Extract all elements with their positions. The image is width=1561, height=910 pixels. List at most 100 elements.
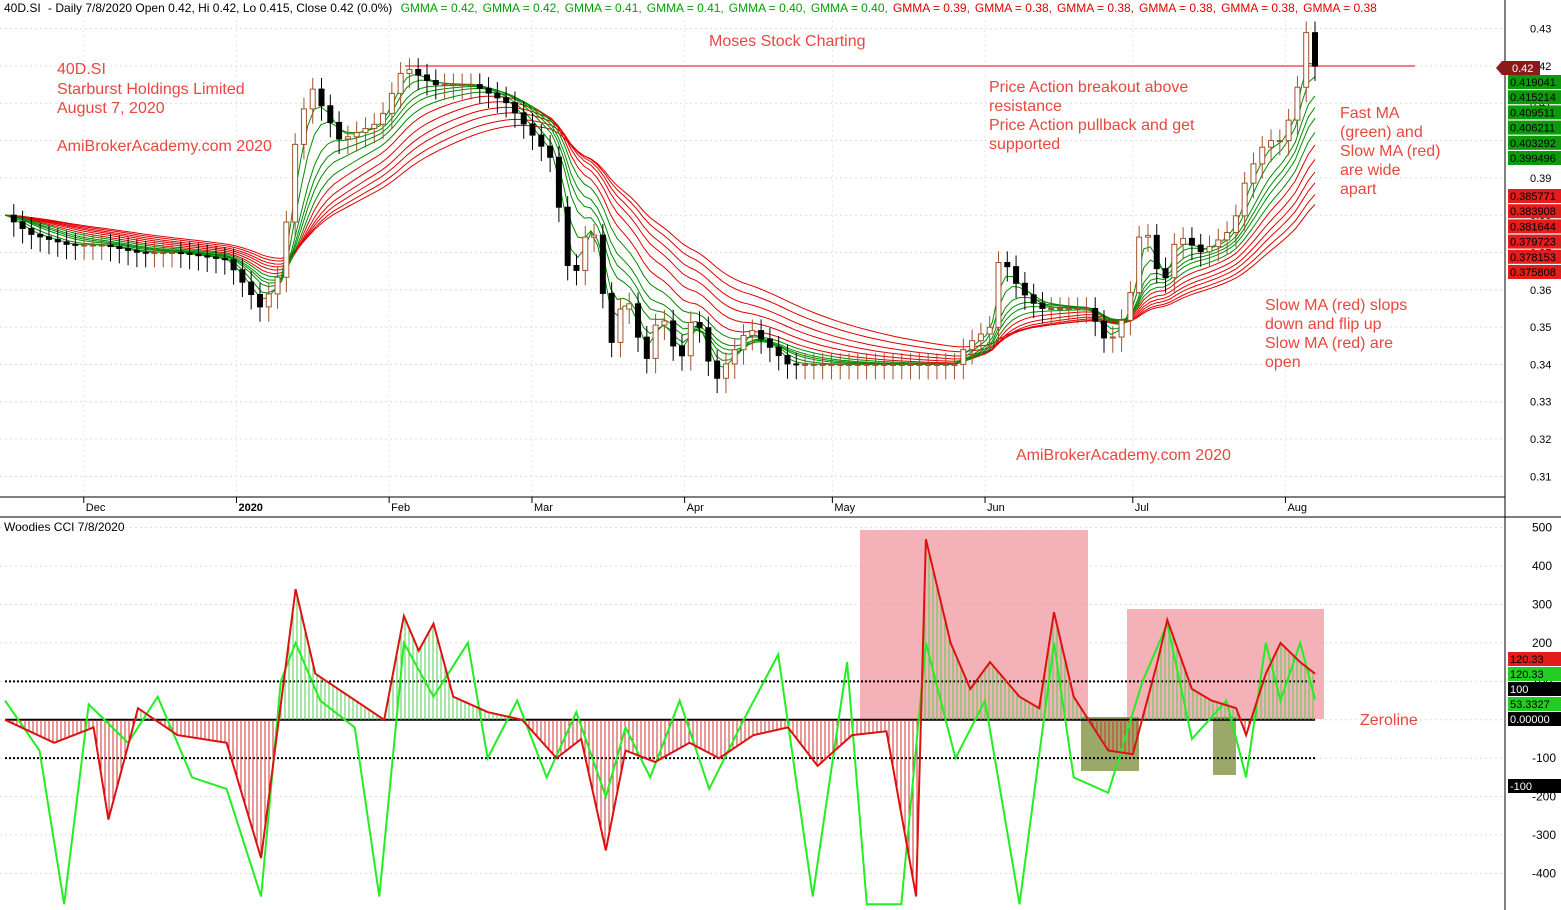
cci-tick-label: -300 bbox=[1532, 828, 1556, 842]
price-tick-label: 0.33 bbox=[1530, 397, 1551, 409]
candle-body bbox=[283, 221, 290, 278]
value-tags: 0.42 0.419041 0.415214 0.409511 0.406211 0.40… bbox=[1496, 61, 1561, 793]
candle-body bbox=[775, 346, 782, 357]
candle-body bbox=[1232, 215, 1239, 233]
candle-body bbox=[503, 97, 510, 104]
candle-body bbox=[1100, 320, 1107, 339]
candle-body bbox=[1180, 237, 1187, 245]
candle-body bbox=[1004, 262, 1011, 268]
candle-body bbox=[1092, 307, 1099, 322]
date-tick-label: 2020 bbox=[238, 502, 262, 514]
candle-body bbox=[160, 252, 167, 254]
candle-body bbox=[45, 236, 52, 240]
candle-body bbox=[1153, 234, 1160, 270]
candle-body bbox=[863, 363, 870, 366]
cci-zero-tag-bg bbox=[1508, 712, 1561, 726]
candle-body bbox=[1197, 244, 1204, 253]
header-gmma-3: GMMA = 0.41, bbox=[647, 1, 724, 15]
cci-tick-label: -100 bbox=[1532, 751, 1556, 765]
candle-body bbox=[749, 330, 756, 336]
candle-body bbox=[485, 87, 492, 94]
cci-upper-tag-bg bbox=[1508, 682, 1561, 696]
slow-ma-tag: 0.378153 bbox=[1510, 252, 1556, 264]
candle-body bbox=[230, 259, 237, 271]
fast-ma-3: Slow MA (red) bbox=[1340, 143, 1440, 160]
candle-body bbox=[564, 206, 571, 266]
candle-body bbox=[274, 276, 281, 295]
candle-body bbox=[1030, 294, 1037, 304]
candle-body bbox=[1048, 307, 1055, 310]
candle-body bbox=[98, 244, 105, 247]
close-tag: 0.42 bbox=[1512, 63, 1533, 75]
candle-body bbox=[969, 340, 976, 351]
candle-body bbox=[881, 363, 888, 366]
cci-lower-tag: -100 bbox=[1510, 781, 1532, 793]
candle-body bbox=[995, 262, 1002, 328]
candle-body bbox=[846, 363, 853, 366]
fast-ma-5: apart bbox=[1340, 181, 1377, 198]
slow-ma-tag: 0.385771 bbox=[1510, 191, 1556, 203]
candle-body bbox=[424, 74, 431, 82]
price-tick-label: 0.31 bbox=[1530, 471, 1551, 483]
slow-ma-tag: 0.375808 bbox=[1510, 267, 1556, 279]
cci-header: Woodies CCI 7/8/2020 bbox=[4, 520, 125, 534]
turbo-value-tag: 53.3327 bbox=[1510, 699, 1550, 711]
candle-body bbox=[1074, 307, 1081, 310]
slow-ma-tag-bg bbox=[1508, 234, 1561, 249]
date-tick-label: Jun bbox=[987, 502, 1005, 514]
candle-body bbox=[327, 105, 334, 123]
header-gmma-1: GMMA = 0.42, bbox=[483, 1, 560, 15]
candle-body bbox=[617, 308, 624, 343]
cci-zero-tag: 0.00000 bbox=[1510, 714, 1550, 726]
candle-body bbox=[300, 108, 307, 145]
candle-body bbox=[828, 363, 835, 366]
candle-body bbox=[819, 363, 826, 366]
header-gmma-4: GMMA = 0.40, bbox=[729, 1, 806, 15]
candle-body bbox=[72, 243, 79, 246]
cci-lines bbox=[4, 538, 1316, 906]
candle-body bbox=[898, 363, 905, 366]
candle-body bbox=[1171, 243, 1178, 279]
candle-body bbox=[1241, 182, 1248, 217]
candle-body bbox=[529, 123, 536, 136]
candle-body bbox=[608, 292, 615, 343]
header-gmma-5: GMMA = 0.40, bbox=[811, 1, 888, 15]
candle-body bbox=[942, 363, 949, 366]
candle-body bbox=[1206, 246, 1213, 253]
candle-body bbox=[696, 321, 703, 329]
candle-body bbox=[1039, 302, 1046, 309]
fast-ma-tag: 0.399496 bbox=[1510, 153, 1556, 165]
candle-body bbox=[309, 88, 316, 110]
candle-body bbox=[872, 363, 879, 366]
turbo-value-tag-bg bbox=[1508, 697, 1561, 711]
candle-body bbox=[133, 249, 140, 253]
candle-body bbox=[1259, 146, 1266, 165]
candle-body bbox=[406, 68, 413, 74]
candle-body bbox=[1127, 292, 1134, 321]
candle-body bbox=[916, 363, 923, 366]
candle-body bbox=[125, 247, 132, 251]
candle-body bbox=[169, 252, 176, 254]
fast-ma-tag: 0.419041 bbox=[1510, 77, 1556, 89]
candle-body bbox=[63, 241, 70, 245]
fast-ma-tag: 0.415214 bbox=[1510, 92, 1556, 104]
candle-body bbox=[195, 253, 202, 257]
candle-body bbox=[204, 255, 211, 258]
highlight-may-jun bbox=[860, 530, 1088, 719]
candle-body bbox=[221, 257, 228, 261]
cci-histogram bbox=[8, 552, 1314, 880]
moses-label: Moses Stock Charting bbox=[709, 33, 866, 50]
fast-ma-tag: 0.406211 bbox=[1510, 123, 1555, 135]
candle-body bbox=[213, 256, 220, 259]
cci-tick-label: 400 bbox=[1532, 559, 1552, 573]
slow-ma-tag: 0.379723 bbox=[1510, 237, 1556, 249]
cci-tick-label: 500 bbox=[1532, 521, 1552, 535]
candle-body bbox=[397, 72, 404, 94]
candle-body bbox=[652, 324, 659, 359]
cci-value-tag-2: 120.33 bbox=[1510, 669, 1544, 681]
candle-body bbox=[19, 221, 26, 230]
cci-value-tag: 120.33 bbox=[1510, 654, 1544, 666]
header-gmma-9: GMMA = 0.38, bbox=[1139, 1, 1216, 15]
cci-value-tag-2-bg bbox=[1508, 667, 1561, 681]
